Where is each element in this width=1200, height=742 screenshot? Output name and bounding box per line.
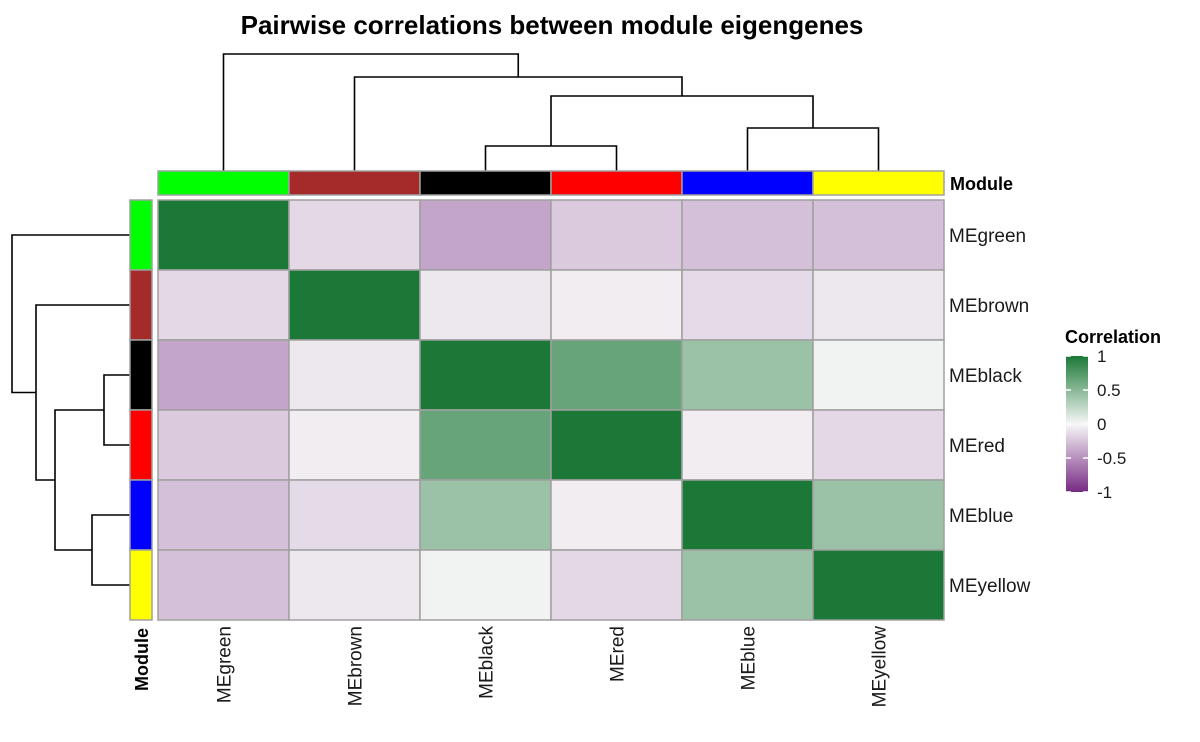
column-dendrogram [222,53,880,171]
row-annotation-MEblue [129,479,153,551]
cell-MEred-MEbrown [288,409,421,481]
cell-MEblue-MEblack [419,479,552,551]
row-annotation-MEgreen [129,199,153,271]
row-label-MEblack: MEblack [949,366,1022,387]
cell-MEblue-MEyellow [812,479,945,551]
cell-MEblack-MEred [550,339,683,411]
legend-color-bar [1066,356,1088,492]
cell-MEbrown-MEbrown [288,269,421,341]
cell-MEbrown-MEyellow [812,269,945,341]
cell-MEblack-MEblue [681,339,814,411]
cell-MEred-MEgreen [157,409,290,481]
row-module-annotation [129,199,153,621]
cell-MEgreen-MEred [550,199,683,271]
row-label-MEgreen: MEgreen [949,226,1026,247]
cell-MEbrown-MEgreen [157,269,290,341]
cell-MEbrown-MEred [550,269,683,341]
row-annotation-MEbrown [129,269,153,341]
row-dendrogram-branch-1 [91,514,130,586]
cell-MEred-MEblack [419,409,552,481]
cell-MEgreen-MEblue [681,199,814,271]
legend-tick-label-0: 1 [1097,347,1106,366]
column-dendrogram-branch-0 [484,145,618,171]
column-annotation-MEred [550,170,683,196]
column-label-MEred: MEred [608,626,629,682]
cell-MEyellow-MEblack [419,549,552,621]
column-labels: MEgreen MEbrown MEblack MEred MEblue MEyellow [215,626,891,708]
column-annotation-MEbrown [288,170,421,196]
cell-MEblue-MEblue [681,479,814,551]
row-labels: MEgreen MEbrown MEblack MEred MEblue MEyellow [949,226,1031,597]
row-label-MEblue: MEblue [949,506,1013,527]
cell-MEgreen-MEgreen [157,199,290,271]
column-annotation-name: Module [950,174,1013,194]
row-annotation-name: Module [132,628,152,691]
cell-MEbrown-MEblack [419,269,552,341]
row-dendrogram-branch-3 [35,304,130,481]
cell-MEyellow-MEred [550,549,683,621]
column-label-MEblack: MEblack [477,626,498,699]
column-annotation-MEblack [419,170,552,196]
column-label-MEyellow: MEyellow [870,626,891,708]
column-label-MEbrown: MEbrown [346,626,367,706]
cell-MEblack-MEbrown [288,339,421,411]
cell-MEyellow-MEyellow [812,549,945,621]
column-dendrogram-branch-2 [550,95,814,146]
cell-MEblue-MEgreen [157,479,290,551]
heatmap-cells [157,199,945,621]
row-dendrogram-branch-4 [11,234,130,394]
row-annotation-MEred [129,409,153,481]
column-annotation-MEblue [681,170,814,196]
cell-MEred-MEyellow [812,409,945,481]
row-dendrogram [11,234,130,586]
row-label-MEyellow: MEyellow [949,576,1031,597]
cell-MEblack-MEyellow [812,339,945,411]
row-annotation-MEblack [129,339,153,411]
cell-MEblue-MEbrown [288,479,421,551]
column-label-MEgreen: MEgreen [215,626,236,703]
cell-MEgreen-MEbrown [288,199,421,271]
legend-tick-label-1: 0.5 [1097,381,1121,400]
cell-MEyellow-MEgreen [157,549,290,621]
cell-MEblue-MEred [550,479,683,551]
column-annotation-MEyellow [812,170,945,196]
row-label-MEbrown: MEbrown [949,296,1029,317]
column-dendrogram-branch-1 [746,127,880,171]
legend-tick-label-3: -0.5 [1097,449,1126,468]
cell-MEbrown-MEblue [681,269,814,341]
row-label-MEred: MEred [949,436,1005,457]
column-dendrogram-branch-4 [222,53,520,171]
cell-MEblack-MEblack [419,339,552,411]
cell-MEred-MEred [550,409,683,481]
column-annotation-MEgreen [157,170,290,196]
chart-title: Pairwise correlations between module eig… [241,10,864,40]
cell-MEgreen-MEyellow [812,199,945,271]
row-dendrogram-branch-2 [54,409,104,551]
legend-title: Correlation [1065,327,1161,347]
cell-MEyellow-MEblue [681,549,814,621]
cell-MEgreen-MEblack [419,199,552,271]
row-annotation-MEyellow [129,549,153,621]
column-label-MEblue: MEblue [739,626,760,690]
legend-tick-label-4: -1 [1097,483,1112,502]
column-dendrogram-branch-3 [353,76,683,171]
legend-ticks: 1 0.5 0 -0.5 -1 [1066,347,1126,502]
column-module-annotation [157,170,945,196]
cell-MEred-MEblue [681,409,814,481]
legend-tick-label-2: 0 [1097,415,1106,434]
cell-MEyellow-MEbrown [288,549,421,621]
cell-MEblack-MEgreen [157,339,290,411]
correlation-legend: Correlation 1 0.5 0 -0.5 -1 [1065,327,1161,502]
row-dendrogram-branch-0 [103,374,130,446]
